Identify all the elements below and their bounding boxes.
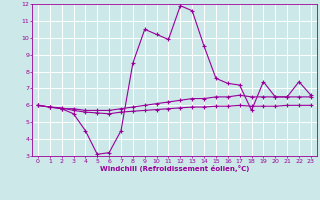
X-axis label: Windchill (Refroidissement éolien,°C): Windchill (Refroidissement éolien,°C) [100,165,249,172]
